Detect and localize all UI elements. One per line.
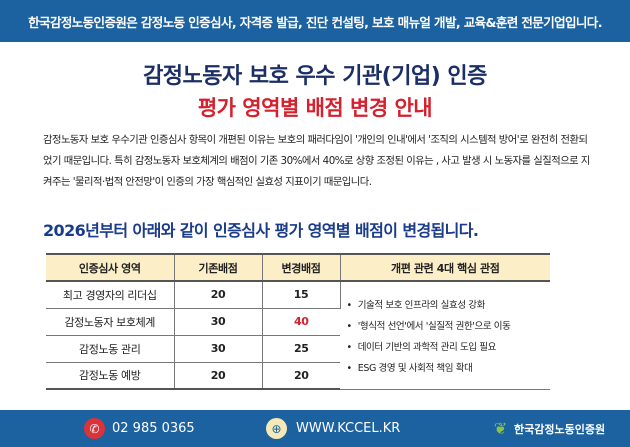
- old-score: 20: [174, 362, 263, 390]
- area-cell: 최고 경영자의 리더십: [46, 281, 175, 309]
- phone-icon: ✆: [84, 418, 105, 439]
- logo-icon: ❦: [493, 419, 508, 438]
- table-row: 감정노동 관리 30 25: [46, 335, 550, 363]
- score-table: 인증심사 영역 기존배점 변경배점 개편 관련 4대 핵심 관점 최고 경영자의…: [46, 253, 550, 390]
- table-row: 감정노동 예방 20 20: [46, 362, 550, 390]
- new-score: 40: [262, 308, 340, 336]
- col-header-area: 인증심사 영역: [46, 253, 175, 282]
- area-cell: 감정노동 예방: [46, 362, 175, 390]
- top-banner: 한국감정노동인증원은 감정노동 인증심사, 자격증 발급, 진단 컨설팅, 보호…: [0, 0, 630, 42]
- key-point: '형식적 선언'에서 '실질적 권한'으로 이동: [347, 318, 551, 332]
- new-score: 25: [262, 335, 340, 363]
- globe-icon: ⊕: [266, 418, 287, 439]
- page-title: 감정노동자 보호 우수 기관(기업) 인증: [143, 64, 487, 89]
- key-point: ESG 경영 및 사회적 책임 확대: [347, 360, 551, 374]
- table-header: 인증심사 영역 기존배점 변경배점 개편 관련 4대 핵심 관점: [46, 253, 550, 282]
- table-row: 감정노동자 보호체계 30 40: [46, 308, 550, 336]
- old-score: 20: [174, 281, 263, 309]
- phone-number[interactable]: 02 985 0365: [112, 421, 195, 436]
- area-cell: 감정노동 관리: [46, 335, 175, 363]
- key-point: 기술적 보호 인프라의 실효성 강화: [347, 297, 551, 311]
- table-row: 최고 경영자의 리더십 20 15 기술적 보호 인프라의 실효성 강화 '형식…: [46, 281, 550, 390]
- website-link[interactable]: WWW.KCCEL.KR: [296, 421, 401, 436]
- new-score: 20: [262, 362, 340, 390]
- col-header-points: 개편 관련 4대 핵심 관점: [340, 253, 550, 282]
- old-score: 30: [174, 308, 263, 336]
- col-header-new: 변경배점: [262, 253, 341, 282]
- banner-text: 한국감정노동인증원은 감정노동 인증심사, 자격증 발급, 진단 컨설팅, 보호…: [28, 14, 602, 30]
- footer: ✆ 02 985 0365 ⊕ WWW.KCCEL.KR ❦ 한국감정노동인증원: [0, 410, 630, 447]
- logo-text: 한국감정노동인증원: [514, 423, 606, 436]
- section-heading: 2026년부터 아래와 같이 인증심사 평가 영역별 배점이 변경됩니다.: [43, 221, 479, 240]
- area-cell: 감정노동자 보호체계: [46, 308, 175, 336]
- page-subtitle: 평가 영역별 배점 변경 안내: [197, 96, 433, 120]
- key-point: 데이터 기반의 과학적 관리 도입 필요: [347, 339, 551, 353]
- old-score: 30: [174, 335, 263, 363]
- col-header-old: 기존배점: [174, 253, 263, 282]
- intro-paragraph: 감정노동자 보호 우수기관 인증심사 항목이 개편된 이유는 보호의 패러다임이…: [43, 134, 590, 188]
- key-points: 기술적 보호 인프라의 실효성 강화 '형식적 선언'에서 '실질적 권한'으로…: [340, 281, 551, 390]
- new-score: 15: [262, 281, 341, 309]
